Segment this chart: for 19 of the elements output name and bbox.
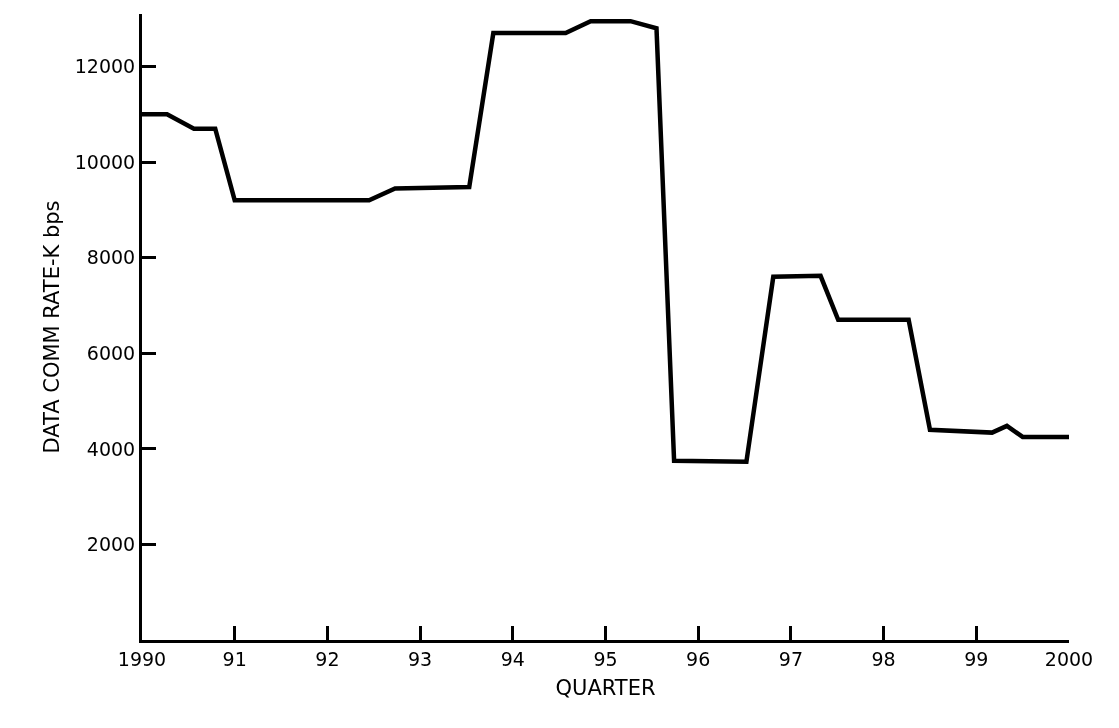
- x-axis-title: QUARTER: [555, 676, 656, 700]
- y-tick-label: 6000: [86, 341, 136, 364]
- x-tick-label: 97: [778, 647, 803, 670]
- y-tick-label: 8000: [86, 246, 136, 269]
- x-tick-label: 93: [408, 647, 433, 670]
- y-tick-label: 12000: [74, 55, 136, 78]
- y-tick-label: 10000: [74, 150, 136, 173]
- x-tick-label: 2000: [1044, 647, 1094, 670]
- y-axis-title: DATA COMM RATE-K bps: [39, 200, 64, 454]
- x-tick-label: 91: [222, 647, 247, 670]
- x-tick-label: 99: [964, 647, 989, 670]
- x-tick-label: 95: [593, 647, 618, 670]
- y-tick-label: 2000: [86, 533, 136, 556]
- x-tick-label: 92: [315, 647, 340, 670]
- x-tick-label: 96: [686, 647, 711, 670]
- x-tick-label: 94: [500, 647, 525, 670]
- x-tick-label: 98: [871, 647, 896, 670]
- x-tick-label: 1990: [117, 647, 167, 670]
- y-tick-label: 4000: [86, 437, 136, 460]
